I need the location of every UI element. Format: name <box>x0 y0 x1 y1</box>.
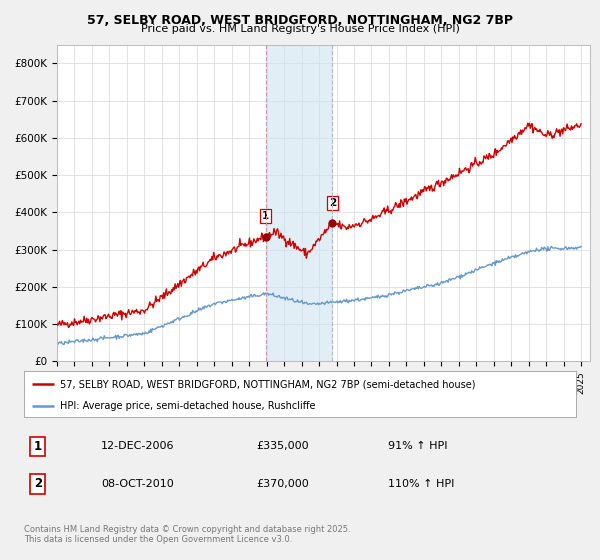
Text: Contains HM Land Registry data © Crown copyright and database right 2025.
This d: Contains HM Land Registry data © Crown c… <box>24 525 350 544</box>
Text: 57, SELBY ROAD, WEST BRIDGFORD, NOTTINGHAM, NG2 7BP: 57, SELBY ROAD, WEST BRIDGFORD, NOTTINGH… <box>87 14 513 27</box>
Text: Price paid vs. HM Land Registry's House Price Index (HPI): Price paid vs. HM Land Registry's House … <box>140 24 460 34</box>
Text: £335,000: £335,000 <box>256 441 308 451</box>
Text: 1: 1 <box>34 440 42 453</box>
Text: 2: 2 <box>329 198 336 208</box>
Text: 2: 2 <box>34 477 42 491</box>
Text: £370,000: £370,000 <box>256 479 308 489</box>
Bar <box>266 45 332 361</box>
Text: 12-DEC-2006: 12-DEC-2006 <box>101 441 175 451</box>
Text: 1: 1 <box>262 211 269 221</box>
Text: 08-OCT-2010: 08-OCT-2010 <box>101 479 174 489</box>
Text: 110% ↑ HPI: 110% ↑ HPI <box>388 479 455 489</box>
Text: 91% ↑ HPI: 91% ↑ HPI <box>388 441 448 451</box>
Text: HPI: Average price, semi-detached house, Rushcliffe: HPI: Average price, semi-detached house,… <box>60 401 316 411</box>
Text: 57, SELBY ROAD, WEST BRIDGFORD, NOTTINGHAM, NG2 7BP (semi-detached house): 57, SELBY ROAD, WEST BRIDGFORD, NOTTINGH… <box>60 379 475 389</box>
